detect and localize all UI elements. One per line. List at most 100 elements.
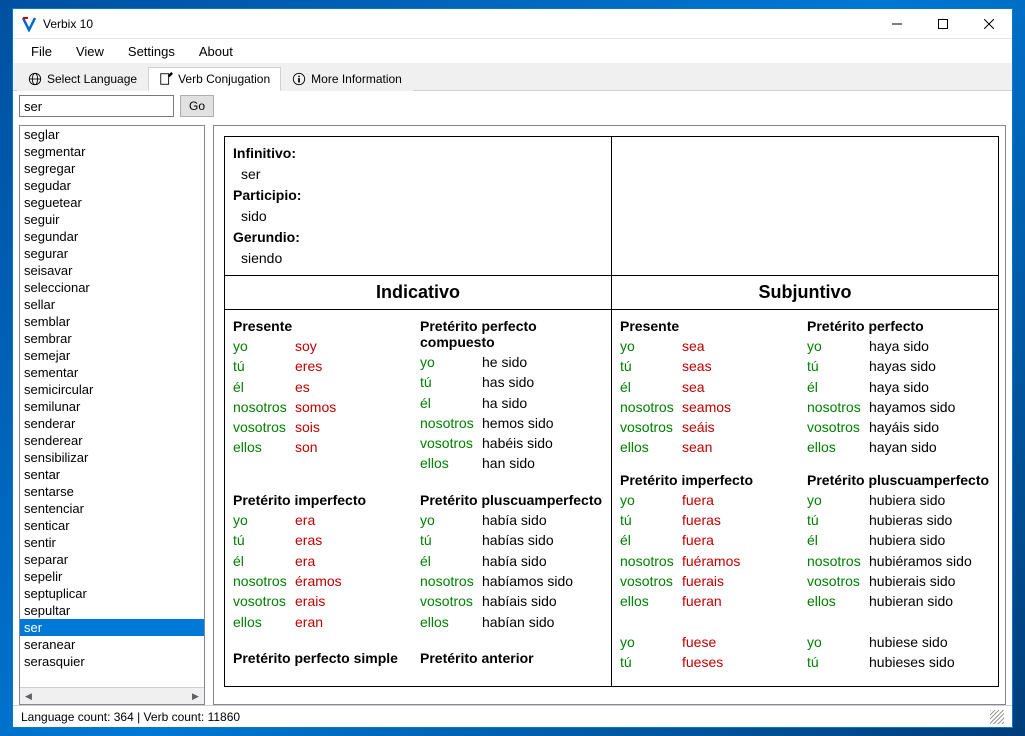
pronoun: nosotros bbox=[807, 397, 869, 417]
resize-grip-icon[interactable] bbox=[990, 710, 1004, 724]
list-item[interactable]: seisavar bbox=[20, 262, 204, 279]
verb-form: eras bbox=[295, 530, 322, 550]
pronoun: tú bbox=[620, 356, 682, 376]
horizontal-scrollbar[interactable]: ◀ ▶ bbox=[20, 687, 204, 704]
scroll-right-icon[interactable]: ▶ bbox=[187, 688, 204, 705]
conjugation-row: túhabías sido bbox=[420, 530, 603, 550]
search-input[interactable] bbox=[19, 95, 174, 117]
list-item[interactable]: senderear bbox=[20, 432, 204, 449]
list-item[interactable]: ser bbox=[20, 619, 204, 636]
tense-block: Pretérito perfectoyohaya sidotúhayas sid… bbox=[805, 314, 992, 468]
list-item[interactable]: sepelir bbox=[20, 568, 204, 585]
minimize-button[interactable] bbox=[874, 9, 920, 39]
close-button[interactable] bbox=[966, 9, 1012, 39]
menu-about[interactable]: About bbox=[189, 42, 243, 61]
pronoun: ellos bbox=[807, 591, 869, 611]
pronoun: vosotros bbox=[420, 433, 482, 453]
conjugation-row: ellossean bbox=[620, 437, 803, 457]
tab-select-language[interactable]: Select Language bbox=[17, 67, 148, 91]
tense-title: Presente bbox=[233, 318, 416, 334]
verb-form: fueran bbox=[682, 591, 722, 611]
pronoun: tú bbox=[620, 652, 682, 672]
menu-settings[interactable]: Settings bbox=[118, 42, 185, 61]
infinitivo-value: ser bbox=[241, 164, 603, 185]
pronoun: tú bbox=[420, 372, 482, 392]
verb-form: hubierais sido bbox=[869, 571, 955, 591]
nominal-forms-row: Infinitivo: ser Participio: sido Gerundi… bbox=[224, 136, 999, 276]
list-item[interactable]: sensibilizar bbox=[20, 449, 204, 466]
list-item[interactable]: sentarse bbox=[20, 483, 204, 500]
tense-block: Pretérito imperfectoyoeratúeraséleranoso… bbox=[231, 488, 418, 646]
verb-form: fuerais bbox=[682, 571, 724, 591]
list-item[interactable]: sembrar bbox=[20, 330, 204, 347]
scroll-left-icon[interactable]: ◀ bbox=[20, 688, 37, 705]
list-item[interactable]: sementar bbox=[20, 364, 204, 381]
list-item[interactable]: sentar bbox=[20, 466, 204, 483]
go-button[interactable]: Go bbox=[180, 95, 214, 117]
list-item[interactable]: semblar bbox=[20, 313, 204, 330]
conjugation-row: yohe sido bbox=[420, 352, 603, 372]
conjugation-row: elloshan sido bbox=[420, 453, 603, 473]
maximize-button[interactable] bbox=[920, 9, 966, 39]
verb-form: han sido bbox=[482, 453, 535, 473]
pronoun: ellos bbox=[620, 437, 682, 457]
conjugation-row: túeres bbox=[233, 356, 416, 376]
verb-form: eres bbox=[295, 356, 322, 376]
verb-form: sea bbox=[682, 377, 705, 397]
list-item[interactable]: segurar bbox=[20, 245, 204, 262]
list-item[interactable]: semilunar bbox=[20, 398, 204, 415]
verb-form: soy bbox=[295, 336, 317, 356]
tense-title: Pretérito imperfecto bbox=[620, 472, 803, 488]
toolbar: Go bbox=[13, 91, 1012, 121]
menu-view[interactable]: View bbox=[66, 42, 114, 61]
list-item[interactable]: semejar bbox=[20, 347, 204, 364]
conjugation-row: túfueses bbox=[620, 652, 803, 672]
list-item[interactable]: senderar bbox=[20, 415, 204, 432]
verb-form: hubiese sido bbox=[869, 632, 948, 652]
verb-form: hubieras sido bbox=[869, 510, 952, 530]
menu-file[interactable]: File bbox=[21, 42, 62, 61]
list-item[interactable]: sellar bbox=[20, 296, 204, 313]
verb-form: había sido bbox=[482, 510, 547, 530]
conjugation-row: túhubieras sido bbox=[807, 510, 990, 530]
list-item[interactable]: seguir bbox=[20, 211, 204, 228]
tab-verb-conjugation[interactable]: Verb Conjugation bbox=[148, 67, 281, 91]
tense-block: Presenteyoseatúseasélseanosotrosseamosvo… bbox=[618, 314, 805, 468]
list-item[interactable]: seleccionar bbox=[20, 279, 204, 296]
list-item[interactable]: seranear bbox=[20, 636, 204, 653]
list-item[interactable]: separar bbox=[20, 551, 204, 568]
app-icon bbox=[21, 16, 37, 32]
list-item[interactable]: semicircular bbox=[20, 381, 204, 398]
tab-more-information[interactable]: More Information bbox=[281, 67, 413, 91]
pronoun: vosotros bbox=[620, 417, 682, 437]
verb-form: has sido bbox=[482, 372, 534, 392]
verb-form: hayamos sido bbox=[869, 397, 955, 417]
pronoun: vosotros bbox=[233, 417, 295, 437]
window-controls bbox=[874, 9, 1012, 39]
conjugation-panel[interactable]: Infinitivo: ser Participio: sido Gerundi… bbox=[213, 125, 1006, 705]
list-item[interactable]: sepultar bbox=[20, 602, 204, 619]
verb-form: fuéramos bbox=[682, 551, 740, 571]
list-item[interactable]: seguetear bbox=[20, 194, 204, 211]
conjugation-row: yosea bbox=[620, 336, 803, 356]
list-item[interactable]: segmentar bbox=[20, 143, 204, 160]
list-item[interactable]: seglar bbox=[20, 126, 204, 143]
list-item[interactable]: segudar bbox=[20, 177, 204, 194]
list-item[interactable]: sentenciar bbox=[20, 500, 204, 517]
pronoun: nosotros bbox=[420, 571, 482, 591]
list-item[interactable]: segundar bbox=[20, 228, 204, 245]
verb-form: habíais sido bbox=[482, 591, 557, 611]
list-item[interactable]: senticar bbox=[20, 517, 204, 534]
verb-list[interactable]: seglarsegmentarsegregarsegudarseguetears… bbox=[20, 126, 204, 687]
verb-form: hubiéramos sido bbox=[869, 551, 972, 571]
conjugation-row: yohubiera sido bbox=[807, 490, 990, 510]
pronoun: nosotros bbox=[620, 551, 682, 571]
conjugation-row: élhubiera sido bbox=[807, 530, 990, 550]
list-item[interactable]: sentir bbox=[20, 534, 204, 551]
list-item[interactable]: septuplicar bbox=[20, 585, 204, 602]
list-item[interactable]: serasquier bbox=[20, 653, 204, 670]
list-item[interactable]: segregar bbox=[20, 160, 204, 177]
mood-column: Presenteyosoytúeresélesnosotrossomosvoso… bbox=[225, 310, 612, 686]
conjugation-row: nosotroshayamos sido bbox=[807, 397, 990, 417]
conjugation-row: ellosson bbox=[233, 437, 416, 457]
